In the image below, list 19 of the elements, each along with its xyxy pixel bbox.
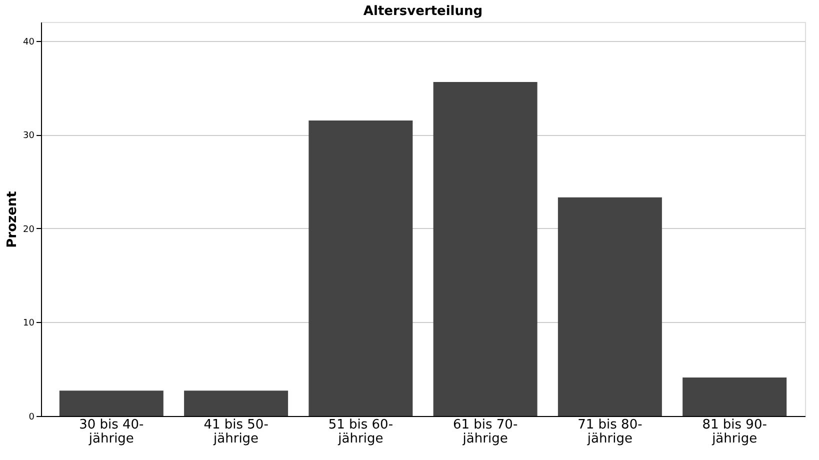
x-tick-label: 51 bis 60- jährige: [328, 418, 394, 446]
y-tick-label: 30: [23, 131, 35, 142]
y-axis-title: Prozent: [5, 191, 20, 248]
x-tick-label: 81 bis 90- jährige: [702, 418, 768, 446]
bar: [682, 378, 787, 416]
y-tick-label: 0: [28, 412, 35, 422]
x-tick-label: 61 bis 70- jährige: [452, 418, 518, 446]
x-tick-label: 41 bis 50- jährige: [204, 418, 269, 446]
y-tick-label: 40: [23, 37, 35, 48]
chart-title: Altersverteilung: [363, 4, 483, 19]
bar: [308, 120, 413, 416]
bar: [59, 390, 164, 416]
x-tick-label: 71 bis 80- jährige: [578, 418, 643, 446]
y-tick-label: 10: [23, 318, 35, 329]
x-tick-label: 30 bis 40- jährige: [79, 418, 144, 446]
bar: [184, 390, 288, 416]
y-tick-label: 20: [23, 224, 35, 235]
bar: [433, 82, 538, 416]
bar: [558, 197, 662, 416]
